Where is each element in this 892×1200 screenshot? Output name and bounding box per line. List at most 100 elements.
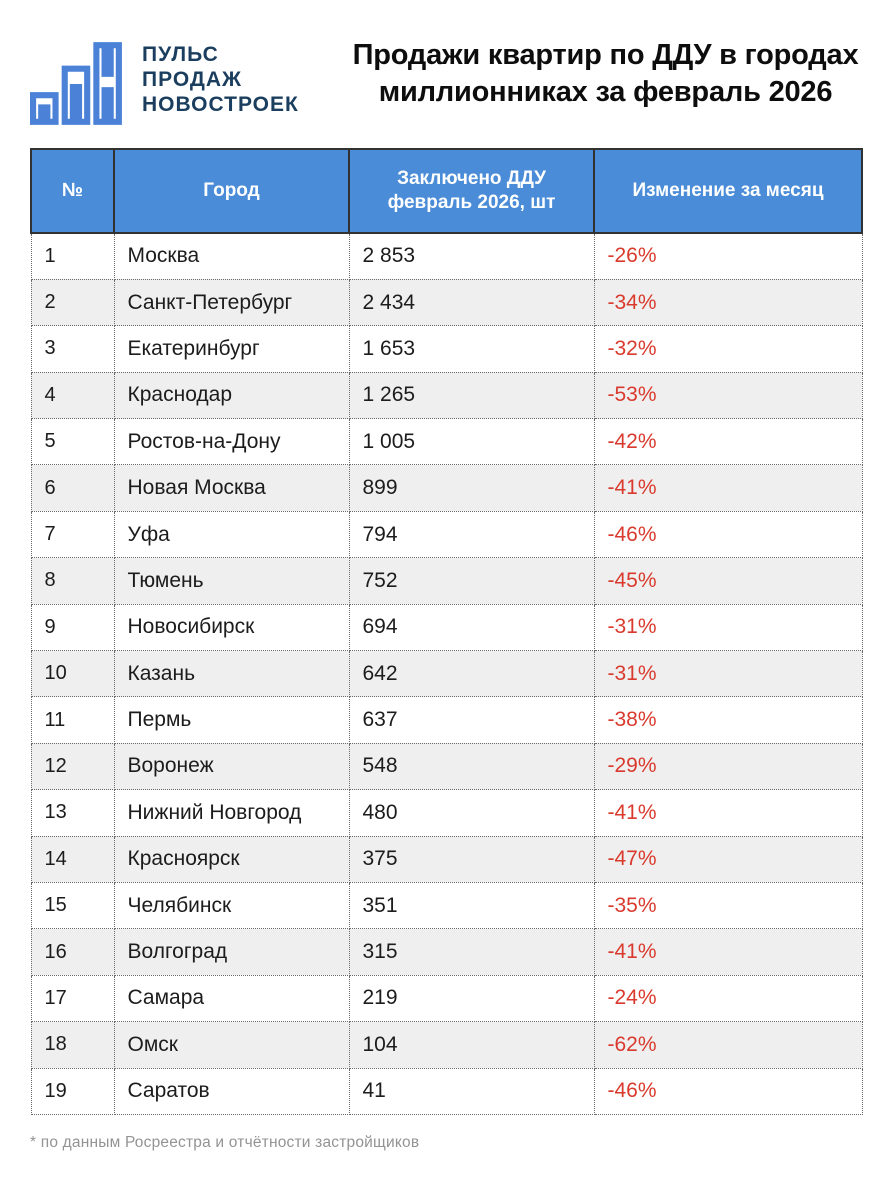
table-row: 18 Омск 104 -62% bbox=[30, 1021, 863, 1069]
cell-deals: 2 853 bbox=[348, 232, 595, 280]
cell-change: -45% bbox=[593, 557, 863, 605]
cell-num: 1 bbox=[30, 232, 115, 280]
column-header-deals-line-2: февраль 2026, шт bbox=[387, 192, 556, 213]
cell-deals: 1 265 bbox=[348, 371, 595, 420]
cell-city: Ростов-на-Дону bbox=[113, 418, 350, 466]
page-title-line-1: Продажи квартир по ДДУ в городах bbox=[352, 39, 859, 71]
cell-city: Пермь bbox=[113, 696, 350, 744]
cell-change: -47% bbox=[593, 835, 863, 883]
cell-deals: 1 005 bbox=[348, 418, 595, 466]
column-header-deals-line-1: Заключено ДДУ bbox=[397, 168, 546, 189]
cell-change: -41% bbox=[593, 928, 863, 976]
table-row: 3 Екатеринбург 1 653 -32% bbox=[30, 325, 863, 373]
cell-change: -41% bbox=[593, 464, 863, 512]
cell-change: -46% bbox=[593, 1067, 863, 1115]
cell-deals: 351 bbox=[348, 881, 595, 930]
cell-city: Краснодар bbox=[113, 371, 350, 420]
cell-deals: 41 bbox=[348, 1067, 595, 1115]
cell-city: Челябинск bbox=[113, 881, 350, 930]
cell-change: -41% bbox=[593, 789, 863, 837]
table-row: 6 Новая Москва 899 -41% bbox=[30, 464, 863, 512]
cell-num: 14 bbox=[30, 835, 115, 883]
cell-city: Новосибирск bbox=[113, 603, 350, 652]
cell-num: 6 bbox=[30, 464, 115, 512]
cell-num: 5 bbox=[30, 418, 115, 466]
cell-change: -24% bbox=[593, 974, 863, 1023]
cell-deals: 375 bbox=[348, 835, 595, 883]
page-title: Продажи квартир по ДДУ в городах миллион… bbox=[350, 37, 861, 148]
top-band: ПУЛЬС ПРОДАЖ НОВОСТРОЕК Продажи квартир … bbox=[30, 33, 861, 148]
cell-deals: 315 bbox=[348, 928, 595, 976]
cell-change: -53% bbox=[593, 371, 863, 420]
cell-num: 16 bbox=[30, 928, 115, 976]
cell-num: 9 bbox=[30, 603, 115, 652]
cell-change: -38% bbox=[593, 696, 863, 744]
cell-deals: 637 bbox=[348, 696, 595, 744]
table-header: № Город Заключено ДДУ февраль 2026, шт И… bbox=[30, 148, 863, 234]
cell-deals: 694 bbox=[348, 603, 595, 652]
cell-city: Тюмень bbox=[113, 557, 350, 605]
table-body: 1 Москва 2 853 -26% 2 Санкт-Петербург 2 434 -34… bbox=[30, 232, 863, 1115]
cell-city: Новая Москва bbox=[113, 464, 350, 512]
cell-change: -42% bbox=[593, 418, 863, 466]
cell-num: 19 bbox=[30, 1067, 115, 1115]
cell-change: -29% bbox=[593, 742, 863, 791]
logo-line-2: ПРОДАЖ bbox=[142, 68, 242, 91]
column-header-deals: Заключено ДДУ февраль 2026, шт bbox=[348, 148, 595, 234]
cell-num: 15 bbox=[30, 881, 115, 930]
column-header-num: № bbox=[30, 148, 115, 234]
column-header-city: Город bbox=[113, 148, 350, 234]
cell-city: Волгоград bbox=[113, 928, 350, 976]
table-row: 7 Уфа 794 -46% bbox=[30, 510, 863, 559]
cell-change: -32% bbox=[593, 325, 863, 373]
bar-chart-logo-icon bbox=[30, 42, 122, 125]
cell-city: Санкт-Петербург bbox=[113, 278, 350, 327]
table-row: 12 Воронеж 548 -29% bbox=[30, 742, 863, 791]
cell-num: 11 bbox=[30, 696, 115, 744]
table-row: 9 Новосибирск 694 -31% bbox=[30, 603, 863, 652]
cell-change: -34% bbox=[593, 278, 863, 327]
cell-num: 18 bbox=[30, 1021, 115, 1069]
table-header-row: № Город Заключено ДДУ февраль 2026, шт И… bbox=[30, 148, 863, 234]
cell-num: 10 bbox=[30, 650, 115, 698]
table-row: 17 Самара 219 -24% bbox=[30, 974, 863, 1023]
logo-line-3: НОВОСТРОЕК bbox=[142, 93, 299, 116]
table-row: 8 Тюмень 752 -45% bbox=[30, 557, 863, 605]
cell-num: 2 bbox=[30, 278, 115, 327]
cell-deals: 2 434 bbox=[348, 278, 595, 327]
cell-city: Омск bbox=[113, 1021, 350, 1069]
cell-city: Самара bbox=[113, 974, 350, 1023]
cell-city: Уфа bbox=[113, 510, 350, 559]
table-row: 13 Нижний Новгород 480 -41% bbox=[30, 789, 863, 837]
cell-deals: 642 bbox=[348, 650, 595, 698]
logo: ПУЛЬС ПРОДАЖ НОВОСТРОЕК bbox=[30, 33, 350, 148]
cell-num: 8 bbox=[30, 557, 115, 605]
cell-deals: 794 bbox=[348, 510, 595, 559]
cell-city: Москва bbox=[113, 232, 350, 280]
cell-num: 13 bbox=[30, 789, 115, 837]
column-header-change: Изменение за месяц bbox=[593, 148, 863, 234]
table-row: 16 Волгоград 315 -41% bbox=[30, 928, 863, 976]
table-row: 2 Санкт-Петербург 2 434 -34% bbox=[30, 278, 863, 327]
table-row: 15 Челябинск 351 -35% bbox=[30, 881, 863, 930]
cell-deals: 219 bbox=[348, 974, 595, 1023]
cell-city: Казань bbox=[113, 650, 350, 698]
table-row: 4 Краснодар 1 265 -53% bbox=[30, 371, 863, 420]
cell-change: -35% bbox=[593, 881, 863, 930]
cell-city: Саратов bbox=[113, 1067, 350, 1115]
cell-city: Красноярск bbox=[113, 835, 350, 883]
cell-city: Воронеж bbox=[113, 742, 350, 791]
logo-line-1: ПУЛЬС bbox=[142, 43, 219, 66]
cell-num: 17 bbox=[30, 974, 115, 1023]
cell-num: 3 bbox=[30, 325, 115, 373]
cell-city: Нижний Новгород bbox=[113, 789, 350, 837]
cell-change: -26% bbox=[593, 232, 863, 280]
logo-wordmark: ПУЛЬС ПРОДАЖ НОВОСТРОЕК bbox=[142, 42, 299, 148]
page-title-line-2: миллионниках за февраль 2026 bbox=[378, 76, 833, 108]
footnote: * по данным Росреестра и отчётности заст… bbox=[30, 1133, 420, 1151]
cell-change: -31% bbox=[593, 603, 863, 652]
cell-deals: 1 653 bbox=[348, 325, 595, 373]
table-row: 11 Пермь 637 -38% bbox=[30, 696, 863, 744]
table-row: 10 Казань 642 -31% bbox=[30, 650, 863, 698]
